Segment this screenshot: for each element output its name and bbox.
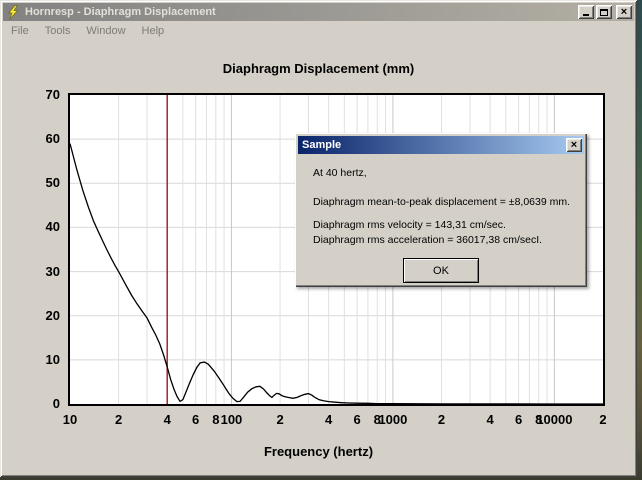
y-tick-label: 30 [45, 263, 60, 279]
dialog-close-button[interactable]: × [566, 138, 582, 152]
maximize-button[interactable] [596, 5, 612, 19]
x-tick-label: 6 [192, 412, 200, 427]
ok-button[interactable]: OK [403, 258, 479, 283]
y-tick-label: 20 [45, 307, 60, 323]
x-tick-label: 10000 [536, 412, 573, 427]
x-tick-label: 1000 [378, 412, 408, 427]
x-tick-label: 8 [535, 412, 543, 427]
dialog-text-line: Diaphragm rms velocity = 143,31 cm/sec. [313, 219, 506, 231]
y-tick-label: 40 [45, 219, 60, 235]
menu-bar: File Tools Window Help [3, 21, 634, 41]
displacement-curve [70, 143, 603, 404]
x-tick-label: 8 [212, 412, 220, 427]
sample-dialog: Sample × At 40 hertz, Diaphragm mean-to-… [295, 133, 587, 287]
x-tick-label: 10 [62, 412, 78, 427]
x-tick-label: 4 [325, 412, 333, 427]
maximize-icon [600, 8, 608, 16]
y-tick-label: 60 [45, 131, 60, 147]
menu-item-window[interactable]: Window [86, 25, 126, 37]
dialog-title: Sample [302, 139, 342, 151]
y-tick-label: 70 [45, 87, 60, 102]
minimize-icon [583, 14, 589, 16]
y-tick-label: 0 [52, 396, 60, 411]
menu-item-help[interactable]: Help [141, 25, 165, 37]
x-axis-title: Frequency (hertz) [263, 444, 374, 459]
x-tick-label: 2 [276, 412, 284, 427]
dialog-text-line: At 40 hertz, [313, 167, 367, 179]
dialog-titlebar[interactable]: Sample × [298, 136, 584, 154]
dialog-text-line: Diaphragm rms acceleration = 36017,38 cm… [313, 234, 543, 246]
close-icon: × [620, 6, 628, 18]
x-tick-label: 2 [599, 412, 607, 427]
y-tick-label: 50 [45, 175, 60, 191]
close-button[interactable]: × [616, 5, 632, 19]
menu-item-tools[interactable]: Tools [44, 25, 71, 37]
chart-title: Diaphragm Displacement (mm) [222, 61, 415, 76]
x-tick-label: 6 [353, 412, 361, 427]
menu-item-file[interactable]: File [11, 25, 29, 37]
x-tick-label: 2 [114, 412, 123, 427]
y-tick-label: 10 [45, 351, 60, 367]
minimize-button[interactable] [578, 5, 594, 19]
x-tick-label: 4 [486, 412, 494, 427]
lightning-bolt-icon [8, 4, 19, 20]
x-tick-label: 4 [163, 412, 171, 427]
x-tick-label: 100 [220, 412, 243, 427]
window-titlebar[interactable]: Hornresp - Diaphragm Displacement × [3, 3, 634, 21]
x-tick-label: 6 [514, 412, 523, 427]
dialog-text-line: Diaphragm mean-to-peak displacement = ±8… [313, 196, 571, 208]
x-tick-label: 2 [437, 412, 446, 427]
window-title: Hornresp - Diaphragm Displacement [25, 6, 216, 18]
close-icon: × [570, 139, 578, 151]
x-tick-label: 8 [373, 412, 381, 427]
